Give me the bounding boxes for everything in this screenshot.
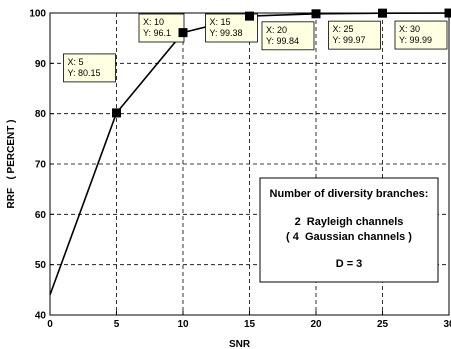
- legend-textbox: [259, 177, 439, 283]
- textbox-line: 2 Rayleigh channels: [295, 216, 404, 228]
- y-tick-label: 50: [35, 260, 47, 271]
- datatip-marker: [444, 8, 451, 18]
- textbox-line: D = 3: [336, 258, 363, 270]
- datatip-y-text: Y: 96.1: [143, 28, 171, 38]
- datatip-box: [138, 13, 185, 43]
- textbox-line: ( 4 Gaussian channels ): [286, 231, 412, 243]
- x-tick-label: 0: [47, 319, 53, 330]
- datatip-box: [261, 21, 315, 51]
- datatip-x-text: X: 10: [143, 17, 164, 27]
- datatip-marker: [311, 9, 321, 19]
- datatip-marker: [178, 28, 188, 38]
- y-tick-label: 100: [29, 9, 46, 20]
- datatip-x-text: X: 20: [266, 25, 287, 35]
- datatip-box: [328, 20, 381, 50]
- datatip-x-text: X: 15: [210, 17, 231, 27]
- datatip-marker: [245, 11, 254, 21]
- datatip-box: [394, 20, 448, 50]
- datatip-y-text: Y: 80.15: [68, 68, 101, 78]
- datatip-x-text: X: 5: [68, 57, 84, 67]
- y-tick-label: 90: [35, 59, 47, 70]
- x-tick-label: 20: [310, 319, 322, 330]
- datatip-marker: [378, 8, 387, 18]
- datatip-marker: [112, 108, 121, 118]
- x-tick-label: 30: [443, 319, 451, 330]
- y-tick-label: 70: [35, 160, 47, 171]
- textbox-line: Number of diversity branches:: [270, 188, 429, 200]
- datatip-y-text: Y: 99.84: [266, 36, 299, 46]
- datatip-y-text: Y: 99.97: [333, 35, 366, 45]
- x-tick-label: 25: [377, 319, 389, 330]
- x-tick-label: 10: [177, 319, 189, 330]
- y-tick-label: 80: [35, 109, 47, 120]
- y-tick-label: 60: [35, 210, 47, 221]
- datatip-x-text: X: 30: [399, 24, 420, 34]
- datatip-x-text: X: 25: [333, 24, 354, 34]
- y-axis-label: RRF ( PERCENT ): [6, 120, 17, 209]
- datatip-y-text: Y: 99.99: [399, 35, 432, 45]
- x-axis-label: SNR: [229, 339, 251, 349]
- datatip-box: [63, 53, 116, 83]
- x-tick-label: 5: [114, 319, 120, 330]
- datatip-y-text: Y: 99.38: [210, 28, 243, 38]
- y-tick-label: 40: [35, 311, 47, 322]
- x-tick-label: 15: [244, 319, 256, 330]
